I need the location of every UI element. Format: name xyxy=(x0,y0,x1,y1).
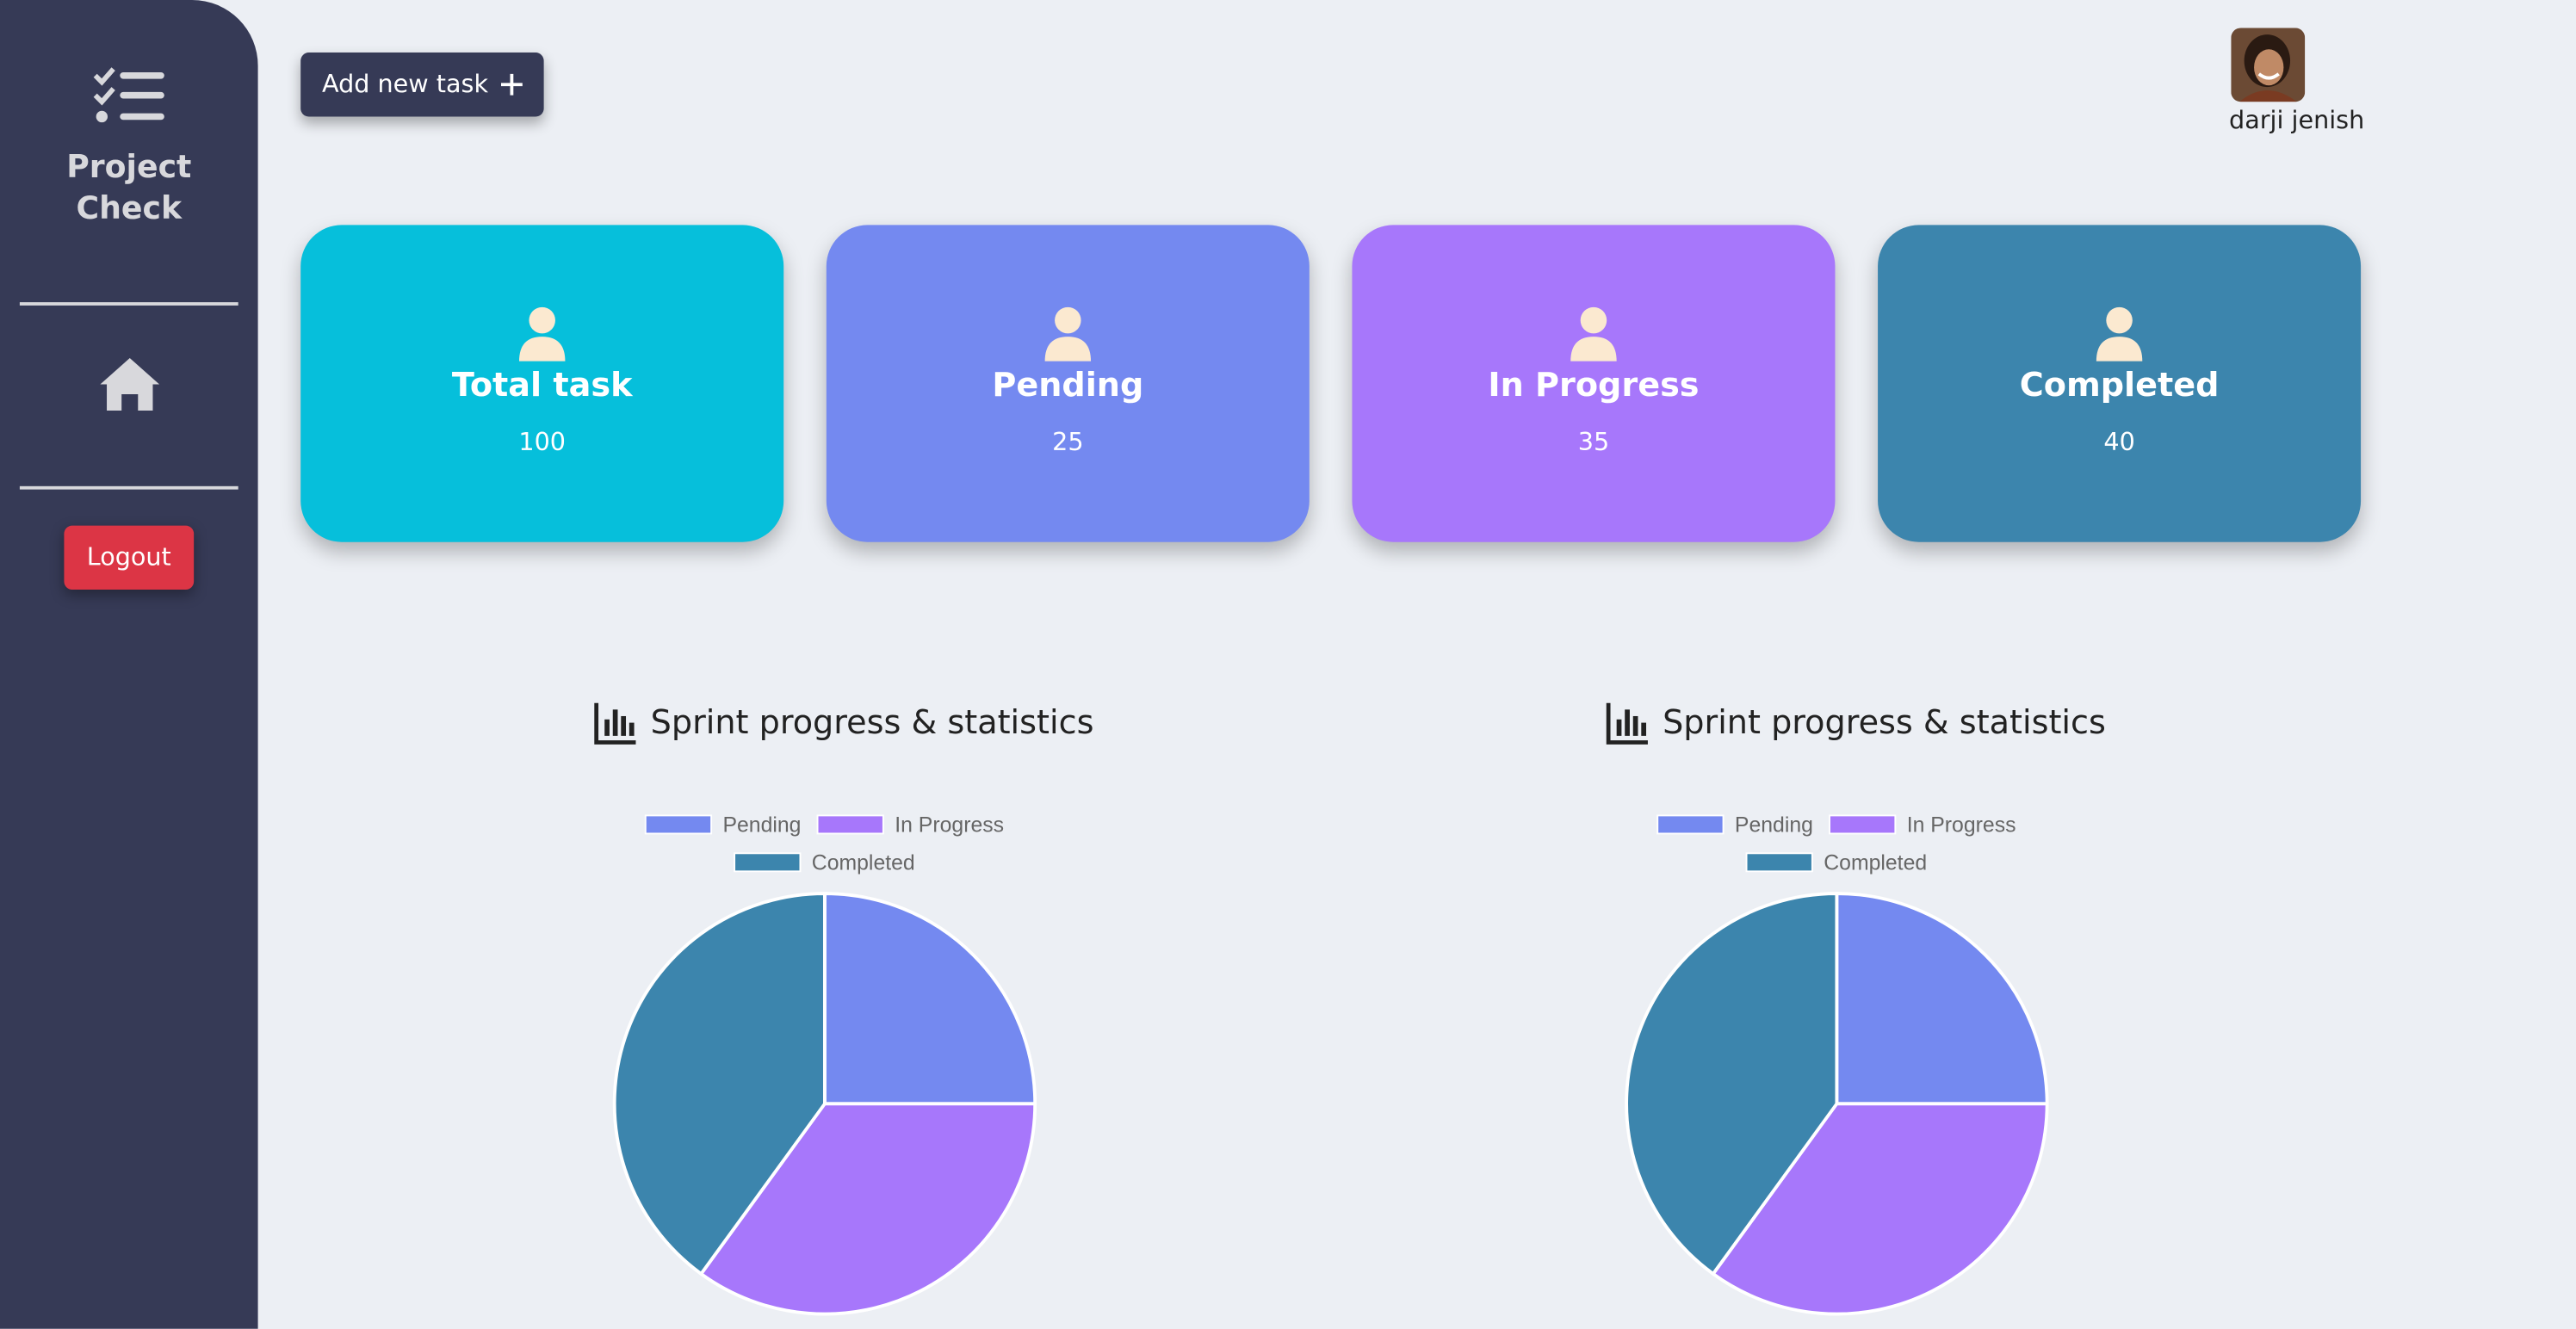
person-icon xyxy=(2096,306,2143,362)
stat-card: Total task 100 xyxy=(300,225,784,542)
logo-icon xyxy=(93,67,164,123)
icon-head xyxy=(1055,306,1081,334)
legend-label: Completed xyxy=(1824,851,1927,875)
card-title: Completed xyxy=(2019,364,2220,405)
stat-card: Pending 25 xyxy=(826,225,1310,542)
chart-icon xyxy=(1606,702,1648,745)
person-icon xyxy=(1570,306,1617,362)
legend-swatch xyxy=(734,852,802,873)
icon-bar xyxy=(1625,709,1630,736)
legend-item: Completed xyxy=(734,851,915,875)
icon-body xyxy=(518,337,566,362)
pie-slice xyxy=(823,892,1037,1106)
icon-bar xyxy=(1632,715,1638,736)
chart-icon xyxy=(594,702,636,745)
icon-axis xyxy=(594,702,636,745)
chart-title: Sprint progress & statistics xyxy=(1663,703,2106,741)
icon-body xyxy=(1570,337,1617,362)
icon-body xyxy=(1044,337,1092,362)
legend-swatch xyxy=(816,814,884,835)
icon-bar xyxy=(621,715,627,736)
card-value: 40 xyxy=(2103,427,2135,457)
pie-slice xyxy=(1711,1102,2049,1316)
legend-label: Completed xyxy=(812,851,915,875)
card-title: Pending xyxy=(992,364,1144,405)
icon-bar xyxy=(629,722,635,736)
legend-item: In Progress xyxy=(1829,813,2016,837)
divider xyxy=(19,485,238,490)
divider xyxy=(19,302,238,306)
pie-slice xyxy=(698,1102,1037,1316)
user-name: darji jenish xyxy=(2229,105,2365,135)
icon-head xyxy=(2106,306,2133,334)
stat-card: In Progress 35 xyxy=(1352,225,1836,542)
legend-swatch xyxy=(1829,814,1897,835)
button-label: Add new task xyxy=(322,69,489,99)
icon-bar xyxy=(604,719,610,736)
person-icon xyxy=(1044,306,1092,362)
home-icon[interactable] xyxy=(97,355,163,417)
chart-title: Sprint progress & statistics xyxy=(651,703,1094,741)
icon-head xyxy=(1580,306,1607,334)
legend-item: Completed xyxy=(1745,851,1927,875)
card-value: 25 xyxy=(1052,427,1084,457)
card-value: 35 xyxy=(1577,427,1610,457)
legend-label: In Progress xyxy=(1907,813,2016,837)
icon-body xyxy=(2096,337,2143,362)
plus-icon xyxy=(501,73,523,96)
legend-swatch xyxy=(644,814,713,835)
legend-label: In Progress xyxy=(895,813,1004,837)
avatar[interactable] xyxy=(2231,28,2306,102)
person-icon xyxy=(518,306,566,362)
sidebar: Project Check Logout xyxy=(0,0,258,1329)
card-title: In Progress xyxy=(1488,364,1700,405)
legend-item: Pending xyxy=(1656,813,1813,837)
icon-head xyxy=(529,306,555,334)
stat-card: Completed 40 xyxy=(1878,225,2362,542)
card-value: 100 xyxy=(518,427,567,457)
legend-label: Pending xyxy=(722,813,801,837)
legend-item: Pending xyxy=(644,813,801,837)
legend-swatch xyxy=(1656,814,1725,835)
icon-bar xyxy=(1616,719,1622,736)
legend-swatch xyxy=(1745,852,1813,873)
icon-axis xyxy=(1606,702,1648,745)
card-title: Total task xyxy=(451,364,633,405)
chart: Sprint progress & statistics Pending In Pr… xyxy=(594,702,1094,1316)
brand: Project Check xyxy=(66,149,192,227)
legend-label: Pending xyxy=(1735,813,1813,837)
legend-item: In Progress xyxy=(816,813,1004,837)
icon-bar xyxy=(612,709,618,736)
icon-bar xyxy=(1641,722,1647,736)
pie-slice xyxy=(1835,892,2049,1106)
pie-slice xyxy=(1625,892,1839,1276)
chart: Sprint progress & statistics Pending In Pr… xyxy=(1606,702,2106,1316)
pie-slice xyxy=(612,892,827,1276)
add-task-button[interactable]: Add new task xyxy=(300,53,544,117)
logout-button[interactable]: Logout xyxy=(64,525,195,590)
